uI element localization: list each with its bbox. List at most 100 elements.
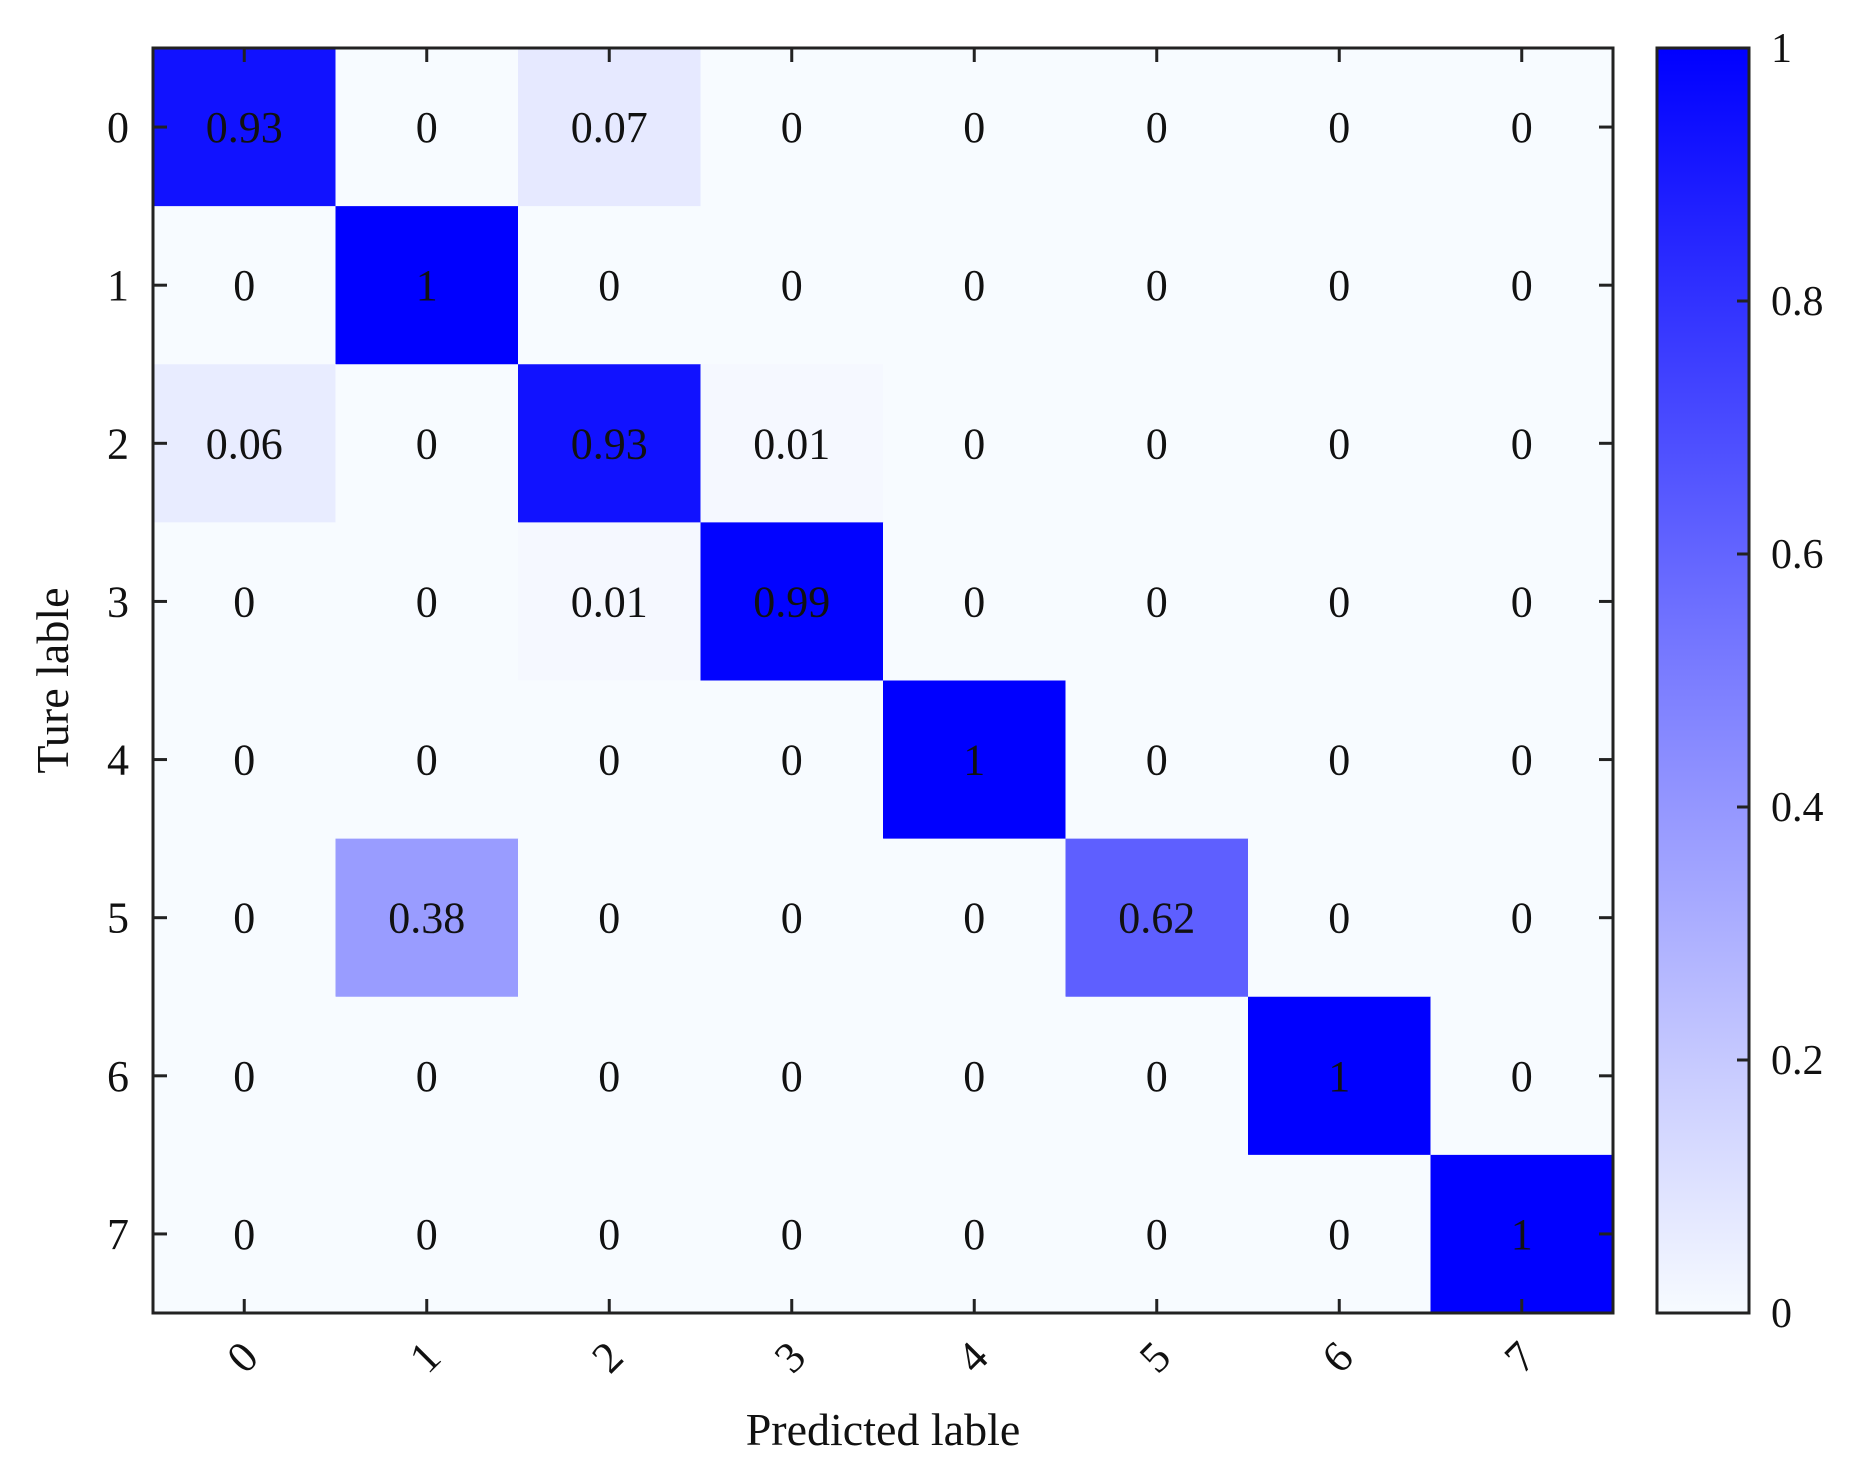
cell-value-label: 0 — [598, 894, 620, 943]
heatmap-cell — [153, 206, 336, 365]
cell-value-label: 0 — [416, 577, 438, 626]
y-tick-label: 6 — [107, 1052, 129, 1101]
heatmap-cell — [1248, 838, 1431, 998]
colorbar-tick-label: 1 — [1771, 26, 1792, 72]
heatmap-cell — [1065, 996, 1249, 1156]
cell-value-label: 0 — [963, 1210, 985, 1259]
x-tick-label: 6 — [1312, 1332, 1362, 1382]
colorbar-ticks — [1737, 46, 1749, 1315]
heatmap-cell — [518, 206, 701, 365]
colorbar-tick-label: 0.6 — [1771, 532, 1824, 578]
heatmap-cell — [1430, 996, 1614, 1156]
heatmap-cell — [335, 996, 519, 1156]
plot-frame — [151, 46, 1615, 1315]
cell-value-label: 0 — [416, 103, 438, 152]
cell-value-label: 0 — [233, 577, 255, 626]
y-tick-label: 0 — [107, 103, 129, 152]
heatmap-cell — [883, 996, 1066, 1156]
cell-value-label: 0 — [781, 894, 803, 943]
cell-value-label: 0 — [963, 577, 985, 626]
heatmap-cell — [153, 996, 336, 1156]
x-tick-label: 0 — [217, 1332, 267, 1382]
cell-value-label: 0 — [598, 261, 620, 310]
y-tick-label: 5 — [107, 894, 129, 943]
heatmap-cell — [1248, 1154, 1431, 1314]
cell-value-label: 0 — [1328, 577, 1350, 626]
cell-value-label: 0 — [416, 1210, 438, 1259]
cell-value-label: 0.07 — [571, 103, 648, 152]
cell-value-label: 0 — [598, 1210, 620, 1259]
heatmap-cell — [335, 522, 519, 681]
cell-value-label: 0 — [1511, 736, 1533, 785]
colorbar-tick-label: 0.2 — [1771, 1038, 1824, 1084]
cell-value-label: 0.99 — [753, 577, 830, 626]
heatmap-cell — [335, 838, 519, 998]
cell-value-label: 0 — [416, 736, 438, 785]
heatmap-cell — [1065, 522, 1249, 681]
cell-value-label: 0 — [1146, 1052, 1168, 1101]
heatmap-cell — [1430, 206, 1614, 365]
cell-value-label: 0 — [1511, 419, 1533, 468]
heatmap-cell — [700, 1154, 884, 1314]
heatmap-value-labels: 0.93 0 0.07 0 0 0 0 0 0 1 0 0 0 0 0 0 0.06 0 0.93 0.01 0 0 0 0 0… — [206, 103, 1533, 1259]
cell-value-label: 0 — [781, 736, 803, 785]
heatmap-cell — [700, 206, 884, 365]
heatmap-cells — [153, 48, 1614, 1314]
cell-value-label: 0 — [963, 894, 985, 943]
heatmap-cell — [335, 1154, 519, 1314]
heatmap-cell — [883, 838, 1066, 998]
heatmap-cell — [1065, 680, 1249, 840]
cell-value-label: 0 — [1146, 577, 1168, 626]
x-tick-label: 7 — [1495, 1332, 1545, 1382]
heatmap-cell — [1248, 522, 1431, 681]
cell-value-label: 0 — [1146, 103, 1168, 152]
heatmap-cell — [1430, 838, 1614, 998]
y-tick-label: 7 — [107, 1210, 129, 1259]
y-tick-label: 3 — [107, 577, 129, 626]
cell-value-label: 0.01 — [753, 419, 830, 468]
heatmap-cell — [1430, 1154, 1614, 1314]
heatmap-cell — [518, 48, 701, 207]
x-tick-label: 1 — [400, 1332, 450, 1382]
colorbar-tick-labels: 0 0.2 0.4 0.6 0.8 1 — [1771, 26, 1824, 1337]
cell-value-label: 0 — [233, 1210, 255, 1259]
cell-value-label: 0 — [1146, 1210, 1168, 1259]
x-tick-label: 4 — [947, 1332, 997, 1382]
cell-value-label: 0 — [233, 736, 255, 785]
cell-value-label: 1 — [1328, 1052, 1350, 1101]
axis-ticks — [153, 48, 1613, 1313]
heatmap-cell — [153, 838, 336, 998]
cell-value-label: 0.93 — [206, 103, 283, 152]
cell-value-label: 0 — [781, 103, 803, 152]
cell-value-label: 0 — [1146, 261, 1168, 310]
cell-value-label: 0 — [1511, 577, 1533, 626]
x-axis-title: Predicted lable — [746, 1404, 1021, 1455]
heatmap-cell — [883, 680, 1066, 840]
colorbar-tick-label: 0 — [1771, 1291, 1792, 1337]
heatmap-cell — [1065, 838, 1249, 998]
cell-value-label: 0 — [416, 419, 438, 468]
heatmap-cell — [153, 522, 336, 681]
y-tick-label: 2 — [107, 419, 129, 468]
cell-value-label: 0 — [963, 419, 985, 468]
heatmap-cell — [700, 996, 884, 1156]
heatmap-cell — [700, 680, 884, 840]
heatmap-cell — [518, 680, 701, 840]
heatmap-cell — [1430, 522, 1614, 681]
heatmap-cell — [335, 680, 519, 840]
cell-value-label: 0 — [1328, 419, 1350, 468]
heatmap-cell — [518, 522, 701, 681]
heatmap-cell — [518, 1154, 701, 1314]
cell-value-label: 0 — [1146, 736, 1168, 785]
heatmap-cell — [518, 364, 701, 523]
heatmap-cell — [153, 680, 336, 840]
y-axis-title: Ture lable — [27, 587, 78, 773]
x-tick-label: 3 — [765, 1332, 815, 1382]
heatmap-cell — [883, 48, 1066, 207]
x-tick-label: 5 — [1130, 1332, 1180, 1382]
cell-value-label: 0 — [1328, 1210, 1350, 1259]
cell-value-label: 0.93 — [571, 419, 648, 468]
heatmap-cell — [1065, 364, 1249, 523]
heatmap-cell — [883, 206, 1066, 365]
